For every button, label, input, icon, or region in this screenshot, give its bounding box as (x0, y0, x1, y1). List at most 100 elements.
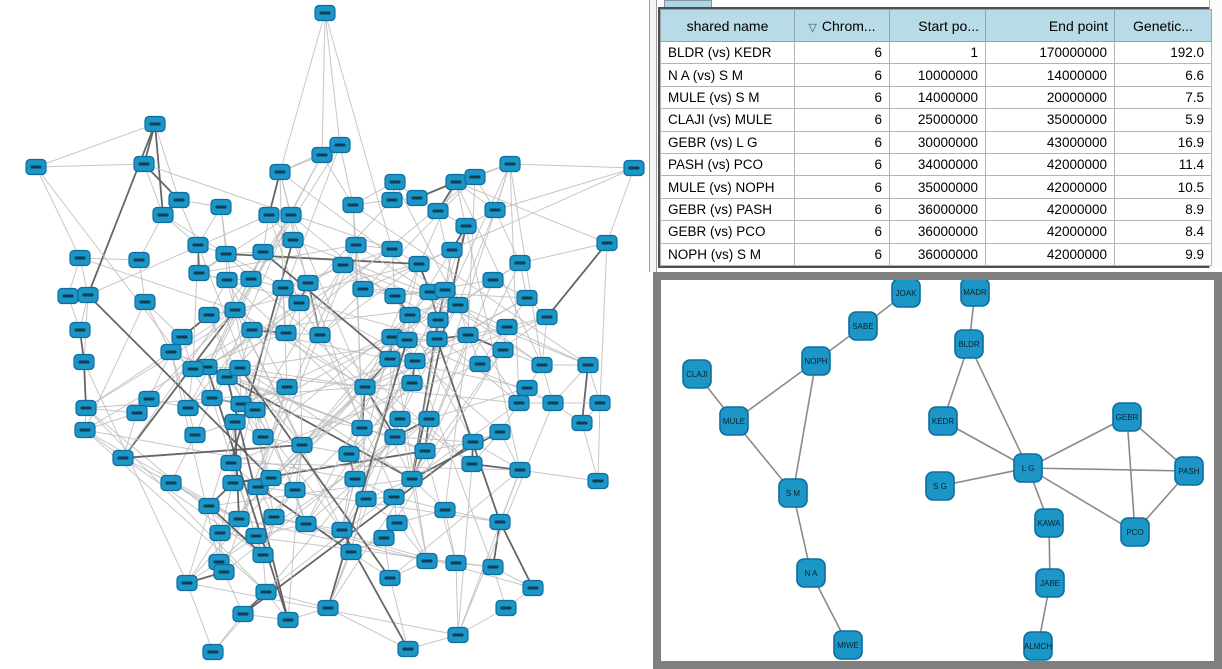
table-cell[interactable]: 25000000 (889, 108, 986, 132)
table-cell[interactable]: GEBR (vs) PASH (660, 197, 795, 222)
table-cell[interactable]: BLDR (vs) KEDR (660, 40, 795, 65)
network-edge[interactable] (327, 418, 401, 609)
network-node-SM[interactable]: S M (778, 478, 808, 508)
network-edge[interactable] (287, 444, 303, 621)
network-node[interactable] (496, 318, 518, 336)
network-node[interactable] (492, 341, 514, 359)
network-edge[interactable] (467, 176, 476, 336)
main-network-panel[interactable] (0, 0, 648, 669)
network-edge[interactable] (581, 422, 599, 482)
table-cell[interactable]: 14000000 (985, 63, 1115, 87)
network-node[interactable] (536, 308, 558, 326)
table-cell[interactable]: 36000000 (889, 242, 986, 267)
network-node[interactable] (258, 206, 280, 224)
network-node[interactable] (188, 264, 210, 282)
network-node[interactable] (489, 423, 511, 441)
network-edge[interactable] (84, 329, 253, 431)
network-edge[interactable] (348, 382, 413, 455)
network-edge[interactable] (122, 444, 303, 459)
network-node[interactable] (464, 168, 486, 186)
table-cell[interactable]: 36000000 (889, 220, 986, 244)
column-header-genetic-[interactable]: Genetic... (1114, 9, 1212, 42)
network-node[interactable] (77, 286, 99, 304)
network-node[interactable] (75, 399, 97, 417)
network-edge[interactable] (519, 469, 599, 482)
network-edge[interactable] (148, 309, 236, 400)
network-node[interactable] (311, 146, 333, 164)
network-edge[interactable] (162, 214, 227, 255)
column-header-end-point[interactable]: End point (985, 9, 1115, 42)
filter-icon[interactable]: ▽ (808, 21, 817, 34)
network-edge[interactable] (355, 244, 363, 429)
network-edge[interactable] (444, 334, 469, 511)
network-node[interactable] (340, 543, 362, 561)
network-node[interactable] (280, 206, 302, 224)
table-cell[interactable]: 6 (794, 197, 890, 222)
network-edge-LG-PASH[interactable] (1027, 467, 1190, 472)
table-cell[interactable]: 8.9 (1114, 197, 1212, 222)
network-node[interactable] (213, 563, 235, 581)
network-node[interactable] (245, 527, 267, 545)
network-node[interactable] (176, 574, 198, 592)
network-edge[interactable] (298, 302, 303, 446)
network-edge[interactable] (339, 144, 354, 206)
network-edge[interactable] (35, 166, 213, 399)
network-edge[interactable] (606, 167, 635, 244)
network-edge[interactable] (186, 582, 214, 653)
network-edge[interactable] (321, 154, 354, 206)
table-row[interactable]: PASH (vs) PCO 6 34000000 42000000 11.4 (660, 152, 1212, 177)
network-node[interactable] (379, 569, 401, 587)
table-cell[interactable]: 42000000 (985, 175, 1115, 199)
network-edge[interactable] (324, 12, 393, 250)
network-edge[interactable] (455, 562, 459, 636)
network-node[interactable] (260, 469, 282, 487)
network-node-KEDR[interactable]: KEDR (928, 406, 958, 436)
table-cell[interactable]: 6 (794, 152, 890, 177)
network-node[interactable] (184, 426, 206, 444)
network-edge[interactable] (494, 167, 635, 211)
network-node-ALMCH[interactable]: ALMCH (1023, 631, 1053, 661)
table-row[interactable]: CLAJI (vs) MULE 6 25000000 35000000 5.9 (660, 108, 1212, 132)
table-cell[interactable]: N A (vs) S M (660, 63, 795, 87)
network-node[interactable] (355, 490, 377, 508)
table-panel-tab[interactable] (664, 0, 712, 7)
network-edge[interactable] (87, 294, 272, 479)
network-edge[interactable] (324, 12, 341, 146)
table-cell[interactable]: 35000000 (985, 108, 1115, 132)
network-edge[interactable] (268, 214, 300, 304)
network-node[interactable] (344, 470, 366, 488)
network-edge[interactable] (581, 364, 589, 424)
network-edge[interactable] (411, 225, 467, 480)
network-node[interactable] (577, 356, 599, 374)
network-node[interactable] (229, 359, 251, 377)
network-edge[interactable] (301, 382, 413, 446)
table-cell[interactable]: 9.9 (1114, 242, 1212, 267)
network-node[interactable] (455, 217, 477, 235)
network-edge[interactable] (327, 339, 408, 609)
network-node[interactable] (222, 474, 244, 492)
network-edge[interactable] (198, 244, 357, 274)
network-node-JOAK[interactable]: JOAK (891, 280, 921, 308)
table-cell[interactable]: 42000000 (985, 152, 1115, 177)
network-edge[interactable] (285, 332, 473, 465)
table-cell[interactable]: 170000000 (985, 40, 1115, 65)
network-edge[interactable] (494, 209, 521, 264)
table-row[interactable]: GEBR (vs) PCO 6 36000000 42000000 8.4 (660, 220, 1212, 244)
network-edge[interactable] (187, 329, 253, 409)
network-node-PCO[interactable]: PCO (1120, 517, 1150, 547)
network-edge[interactable] (279, 171, 321, 336)
table-row[interactable]: N A (vs) S M 6 10000000 14000000 6.6 (660, 63, 1212, 87)
network-node[interactable] (263, 508, 285, 526)
table-cell[interactable]: 10000000 (889, 63, 986, 87)
network-node[interactable] (522, 579, 544, 597)
network-edge[interactable] (499, 521, 534, 589)
network-edge[interactable] (455, 181, 608, 244)
network-edge[interactable] (198, 214, 292, 274)
table-row[interactable]: BLDR (vs) KEDR 6 1 170000000 192.0 (660, 40, 1212, 65)
network-node[interactable] (152, 206, 174, 224)
table-cell[interactable]: 6.6 (1114, 63, 1212, 87)
network-node[interactable] (215, 245, 237, 263)
table-row[interactable]: GEBR (vs) L G 6 30000000 43000000 16.9 (660, 130, 1212, 154)
network-edge[interactable] (444, 509, 457, 564)
network-node[interactable] (401, 374, 423, 392)
